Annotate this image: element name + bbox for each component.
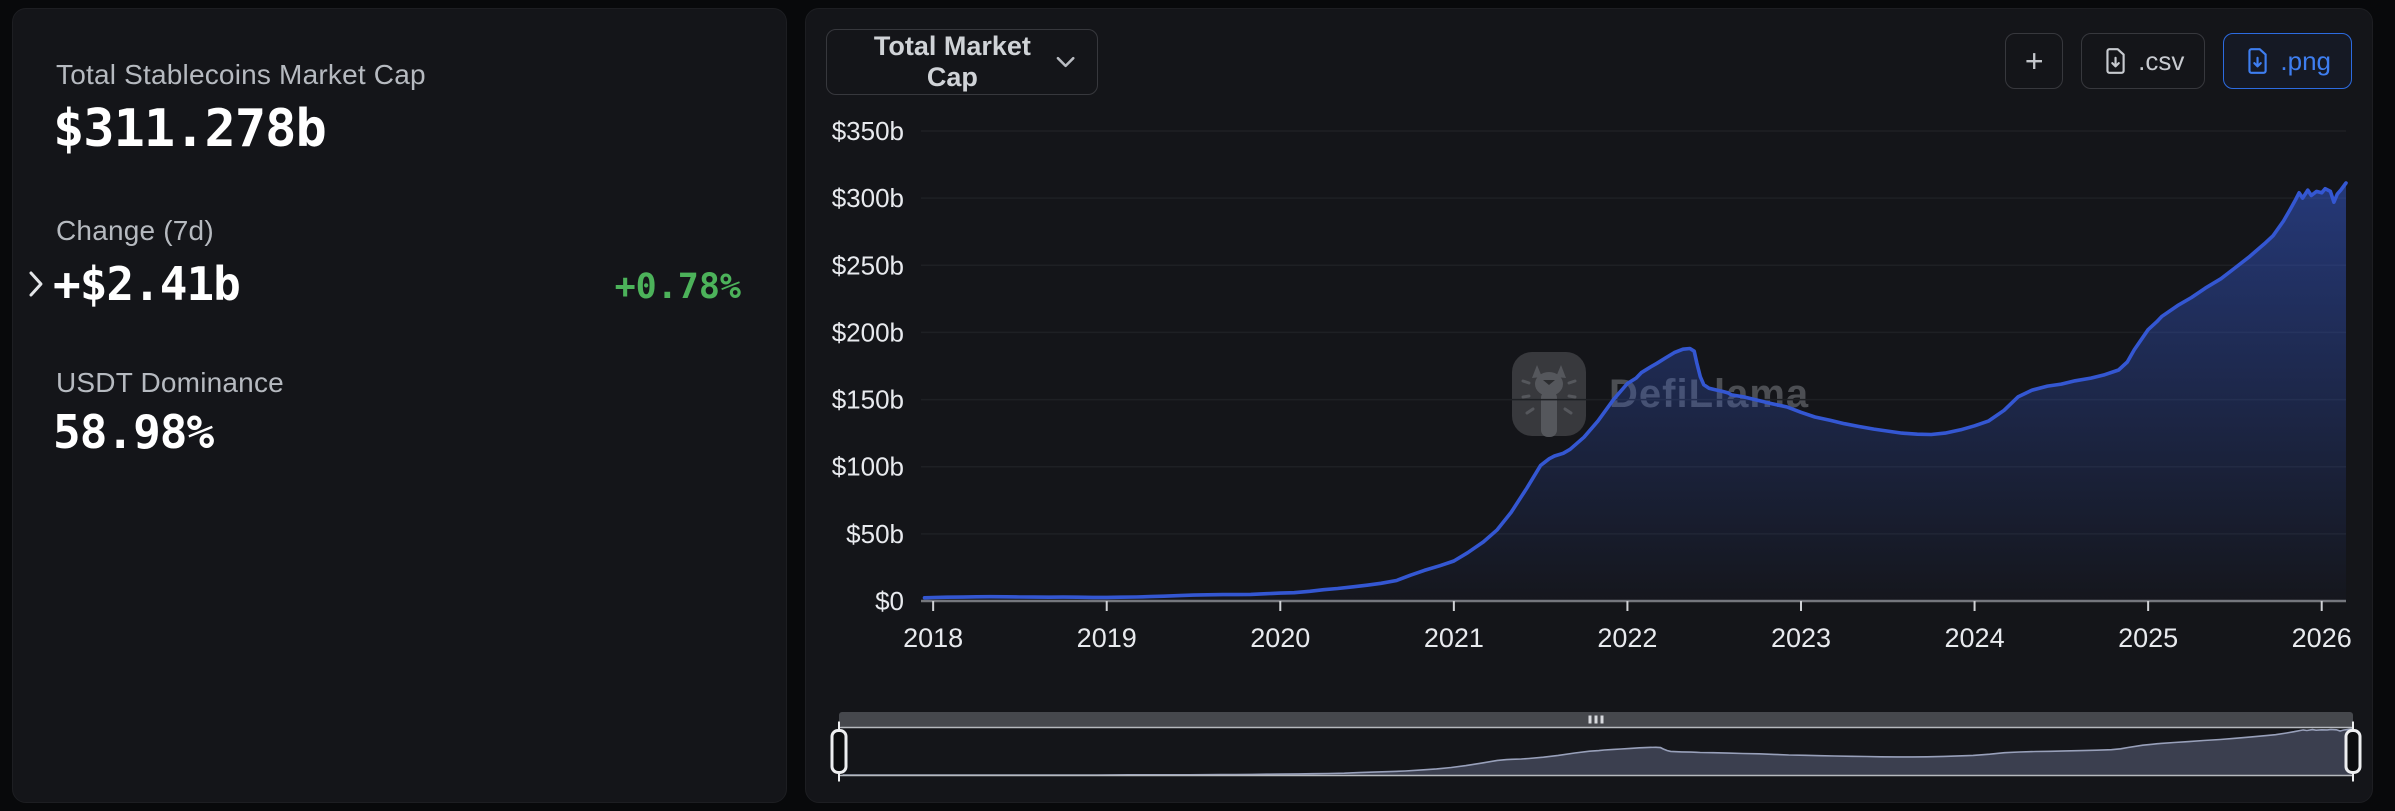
change-percent: +0.78% <box>614 267 741 307</box>
navigator-grip-icon <box>1594 715 1598 724</box>
time-range-navigator <box>830 712 2362 782</box>
x-axis-ticks <box>932 601 2323 611</box>
x-axis-labels: 2018 2019 2020 2021 2022 2023 2024 2025 2026 <box>903 623 2352 653</box>
market-cap-chart: $0 $50b $100b $150b $200b $250b $300b $350b 2018… <box>830 116 2362 782</box>
svg-text:$150b: $150b <box>832 385 904 415</box>
add-chart-button[interactable]: + <box>2005 33 2064 89</box>
plus-icon: + <box>2024 42 2044 79</box>
svg-text:2022: 2022 <box>1597 623 1657 653</box>
navigator-mini-area <box>839 728 2353 776</box>
svg-text:2025: 2025 <box>2118 623 2178 653</box>
usdt-dominance-label: USDT Dominance <box>56 367 284 398</box>
change-7d-label: Change (7d) <box>56 215 214 246</box>
navigator-right-handle[interactable] <box>2344 729 2362 774</box>
y-axis-labels: $0 $50b $100b $150b $200b $250b $300b $350b <box>832 116 904 616</box>
svg-text:2024: 2024 <box>1945 623 2005 653</box>
navigator-grip-icon <box>1600 715 1604 724</box>
market-cap-label: Total Stablecoins Market Cap <box>56 59 426 90</box>
change-value: +$2.41b <box>53 257 241 311</box>
svg-text:2018: 2018 <box>903 623 963 653</box>
svg-text:$50b: $50b <box>846 519 904 549</box>
chevron-down-icon <box>1056 56 1075 67</box>
svg-text:$200b: $200b <box>832 317 904 347</box>
svg-text:2020: 2020 <box>1250 623 1310 653</box>
svg-text:2021: 2021 <box>1424 623 1484 653</box>
chart-panel: Total Market Cap + .csv .png <box>805 8 2373 803</box>
market-cap-area <box>924 183 2346 601</box>
svg-text:$100b: $100b <box>832 452 904 482</box>
file-download-icon <box>2248 48 2268 74</box>
market-cap-line <box>922 181 2348 600</box>
download-csv-button[interactable]: .csv <box>2081 33 2206 89</box>
navigator-grip-icon <box>1588 715 1592 724</box>
navigator-left-handle[interactable] <box>830 729 848 774</box>
download-png-button[interactable]: .png <box>2223 33 2352 89</box>
market-cap-value: $311.278b <box>53 99 327 159</box>
expand-chevron-icon[interactable] <box>27 269 45 299</box>
svg-text:2026: 2026 <box>2292 623 2352 653</box>
svg-text:$0: $0 <box>875 586 904 616</box>
svg-text:$250b: $250b <box>832 250 904 280</box>
svg-text:$350b: $350b <box>832 116 904 146</box>
svg-text:$300b: $300b <box>832 183 904 213</box>
usdt-dominance-value: 58.98% <box>53 405 214 459</box>
metric-dropdown[interactable]: Total Market Cap <box>826 29 1098 95</box>
svg-text:2019: 2019 <box>1077 623 1137 653</box>
metric-dropdown-label: Total Market Cap <box>873 31 1031 92</box>
chart-toolbar: + .csv .png <box>2005 33 2352 89</box>
change-row: +$2.41b +0.78% <box>13 257 786 313</box>
png-button-label: .png <box>2280 45 2331 76</box>
stats-panel: Total Stablecoins Market Cap $311.278b C… <box>12 8 787 803</box>
file-download-icon <box>2106 48 2125 74</box>
defillama-llama-icon <box>1512 352 1586 437</box>
svg-text:2023: 2023 <box>1771 623 1831 653</box>
csv-button-label: .csv <box>2138 45 2185 76</box>
